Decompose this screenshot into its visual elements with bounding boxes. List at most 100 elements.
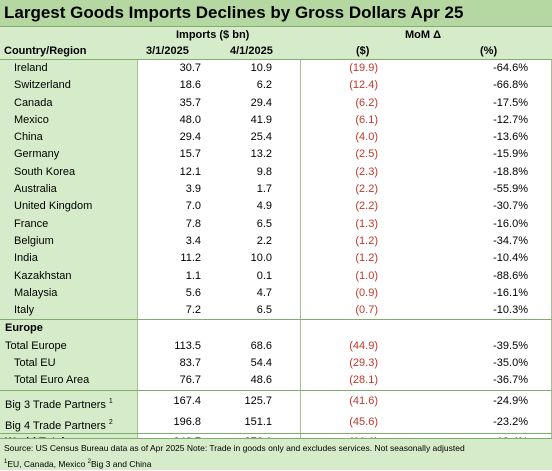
footnote-1: EU, Canada, Mexico: [7, 459, 86, 469]
mar-value: 11.2: [180, 252, 201, 265]
apr-column-header: 4/1/2025: [230, 45, 273, 57]
dollar-change-value: (12.4): [349, 79, 378, 92]
row-label-text: Europe: [5, 322, 43, 335]
column-divider: [137, 129, 138, 147]
apr-value: 6.5: [256, 304, 272, 317]
dollar-change-value: (19.9): [349, 62, 378, 74]
column-divider: [300, 267, 301, 285]
row-label: Ireland: [0, 60, 137, 78]
row-label-text: Total Europe: [5, 339, 67, 352]
mar-value: 29.4: [179, 131, 201, 144]
pct-change-value: -10.3%: [493, 304, 528, 317]
table-footer: Source: US Census Bureau data as of Apr …: [0, 438, 552, 470]
pct-change-value: -23.2%: [493, 415, 528, 428]
country-row: Canada 35.7 29.4 (6.2) -17.5%: [0, 94, 552, 112]
row-label-text: France: [14, 217, 49, 230]
column-divider: [300, 320, 301, 338]
mar-value: 1.1: [185, 269, 201, 282]
europe-row: Total Europe 113.5 68.6 (44.9) -39.5%: [0, 337, 552, 356]
column-divider: [300, 302, 301, 320]
row-label-text: Malaysia: [14, 286, 58, 299]
table-title: Largest Goods Imports Declines by Gross …: [0, 0, 552, 26]
row-label: Germany: [0, 146, 137, 164]
apr-value: 0.1: [256, 269, 272, 282]
country-row: India 11.2 10.0 (1.2) -10.4%: [0, 250, 552, 268]
dollar-change-value: (6.2): [355, 96, 378, 109]
pct-change-value: -35.0%: [493, 357, 528, 370]
apr-value: 54.4: [250, 357, 272, 370]
row-label-text: Mexico: [14, 113, 49, 126]
row-label-text: Germany: [14, 148, 60, 161]
apr-value: 48.6: [250, 374, 272, 387]
row-label: Total EU: [0, 355, 137, 373]
row-label: Italy: [0, 302, 137, 320]
mar-value: 7.2: [185, 304, 201, 317]
row-label-text: China: [14, 131, 43, 144]
country-row: Italy 7.2 6.5 (0.7) -10.3%: [0, 302, 552, 320]
row-label: India: [0, 250, 137, 268]
column-divider: [137, 181, 138, 199]
row-label: France: [0, 215, 137, 233]
row-label-text: Switzerland: [14, 79, 71, 92]
pct-change-value: -13.6%: [493, 131, 528, 144]
trade-partners-row: Big 3 Trade Partners 1 167.4 125.7 (41.6) -24…: [0, 389, 552, 412]
pct-change-value: -88.6%: [493, 269, 528, 282]
mar-value: 15.7: [179, 148, 201, 161]
apr-value: 4.9: [256, 200, 272, 213]
europe-row: Total EU 83.7 54.4 (29.3) -35.0%: [0, 355, 552, 373]
dollar-change-value: (1.2): [355, 234, 378, 247]
dollar-change-value: (45.6): [349, 415, 378, 428]
column-divider: [137, 111, 138, 130]
pct-change-value: -39.5%: [493, 339, 528, 352]
column-divider: [137, 284, 138, 303]
column-divider: [137, 215, 138, 233]
country-row: United Kingdom 7.0 4.9 (2.2) -30.7%: [0, 198, 552, 216]
row-label-text: Total Euro Area: [14, 374, 90, 387]
pct-change-value: -15.9%: [493, 148, 528, 161]
dollar-change-value: (2.2): [355, 200, 378, 213]
row-label: Belgium: [0, 232, 137, 251]
row-label: Total Euro Area: [0, 372, 137, 390]
row-label: Big 4 Trade Partners 2: [0, 411, 137, 433]
pct-change-value: -64.6%: [493, 62, 528, 74]
country-row: Ireland 30.7 10.9 (19.9) -64.6%: [0, 60, 552, 78]
column-divider: [137, 232, 138, 251]
pct-change-value: -66.8%: [493, 79, 528, 92]
pct-change-value: -12.7%: [493, 113, 528, 126]
column-divider: [137, 267, 138, 285]
column-divider: [137, 390, 138, 412]
row-label-text: Big 4 Trade Partners: [5, 419, 106, 432]
country-row: Malaysia 5.6 4.7 (0.9) -16.1%: [0, 284, 552, 303]
mar-value: 12.1: [179, 165, 201, 178]
apr-value: 41.9: [250, 113, 272, 126]
country-row: Germany 15.7 13.2 (2.5) -15.9%: [0, 146, 552, 164]
column-divider: [300, 146, 301, 164]
column-divider: [300, 163, 301, 182]
column-divider: [300, 390, 301, 412]
mar-value: 35.7: [179, 96, 201, 109]
column-divider: [137, 337, 138, 356]
dollar-change-value: (0.9): [355, 286, 378, 299]
footnote-marker-1: 1: [4, 459, 8, 465]
pct-change-value: -24.9%: [493, 394, 528, 407]
source-note: Source: US Census Bureau data as of Apr …: [4, 443, 465, 453]
column-divider: [300, 411, 301, 433]
country-row: Belgium 3.4 2.2 (1.2) -34.7%: [0, 232, 552, 251]
mar-value: 30.7: [179, 62, 201, 74]
row-label: Total Europe: [0, 337, 137, 356]
row-label: Australia: [0, 181, 137, 199]
apr-value: 68.6: [250, 339, 272, 352]
column-divider: [300, 181, 301, 199]
mar-value: 7.8: [185, 217, 201, 230]
apr-value: 6.5: [256, 217, 272, 230]
dollar-change-value: (1.0): [355, 269, 378, 282]
row-label: Mexico: [0, 111, 137, 130]
column-divider: [300, 198, 301, 216]
country-row: South Korea 12.1 9.8 (2.3) -18.8%: [0, 163, 552, 182]
region-column-header: Country/Region: [4, 45, 87, 57]
row-label-text: Australia: [14, 183, 57, 196]
column-divider: [300, 129, 301, 147]
column-divider: [137, 163, 138, 182]
apr-value: 1.7: [256, 183, 272, 196]
column-divider: [300, 94, 301, 112]
